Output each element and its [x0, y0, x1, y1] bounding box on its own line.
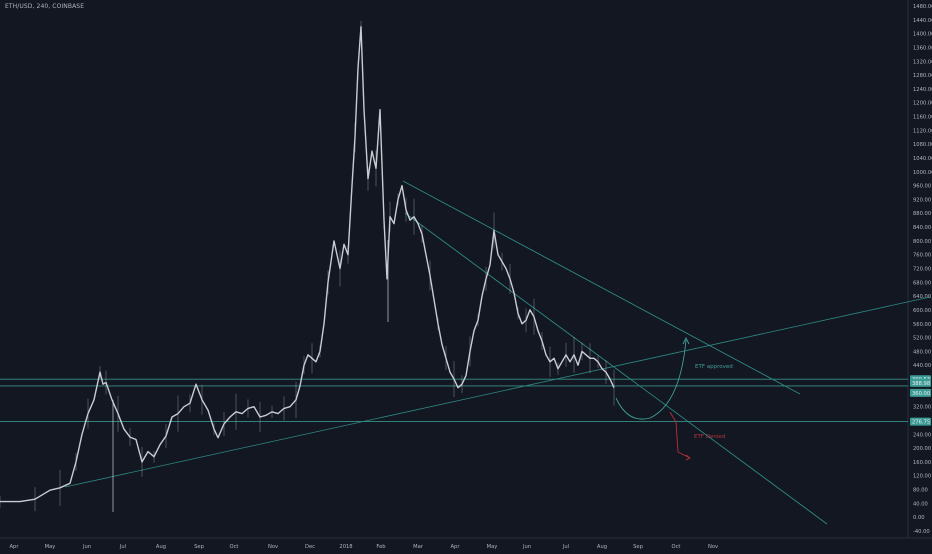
x-tick-label: Feb — [376, 544, 386, 550]
y-tick-label: 1400.00 — [913, 32, 932, 38]
y-tick-label: 960.00 — [913, 184, 931, 190]
x-tick-label: Nov — [268, 544, 278, 550]
etf-denied-path[interactable] — [669, 411, 691, 459]
price-badge-360-bg — [910, 388, 931, 397]
price-badge-360: 360.00 — [912, 391, 930, 397]
x-tick-label: Jul — [562, 544, 569, 550]
etf-denied-arrowhead — [685, 454, 691, 461]
y-tick-label: 520.00 — [913, 336, 931, 342]
y-tick-label: 680.00 — [913, 280, 931, 286]
y-tick-label: 0.00 — [913, 515, 925, 521]
current-price-badge: 388.98 — [912, 381, 930, 387]
y-tick-label: 640.00 — [913, 294, 931, 300]
trendline-ascending[interactable] — [64, 296, 931, 488]
x-tick-label: Jun — [522, 544, 531, 550]
x-tick-label: Sep — [194, 544, 204, 550]
x-tick-label: Apr — [10, 544, 20, 550]
y-tick-label: 1280.00 — [913, 73, 932, 79]
x-tick-label: May — [45, 544, 56, 550]
current-price-badge-bg — [910, 378, 931, 387]
y-tick-label: 1240.00 — [913, 87, 932, 93]
y-tick-label: 1000.00 — [913, 170, 932, 176]
y-tick-label: 80.00 — [913, 488, 928, 494]
y-tick-label: 1080.00 — [913, 142, 932, 148]
etf-approved-path[interactable] — [615, 339, 687, 420]
x-tick-label: Apr — [451, 544, 461, 550]
price-badge-276: 276.75 — [912, 420, 930, 426]
x-tick-label: Jul — [119, 544, 126, 550]
y-tick-label: 1320.00 — [913, 59, 932, 65]
x-tick-label: Oct — [230, 544, 239, 550]
y-tick-label: 120.00 — [913, 474, 931, 480]
x-tick-label: Nov — [708, 544, 718, 550]
x-tick-label: Dec — [305, 544, 315, 550]
y-tick-label: 480.00 — [913, 349, 931, 355]
y-tick-label: -40.00 — [913, 529, 930, 535]
etf-approved-arrowhead — [682, 336, 690, 345]
y-tick-label: 200.00 — [913, 446, 931, 452]
y-tick-label: 1480.00 — [913, 4, 932, 10]
x-tick-label: Aug — [156, 544, 166, 550]
price-badge-276-bg — [910, 417, 931, 426]
y-tick-label: 40.00 — [913, 501, 928, 507]
y-tick-label: 440.00 — [913, 363, 931, 369]
y-tick-label: 600.00 — [913, 308, 931, 314]
y-tick-label: 840.00 — [913, 225, 931, 231]
x-tick-label: Sep — [633, 544, 643, 550]
x-tick-label: May — [487, 544, 498, 550]
etf-denied-label[interactable]: ETF Denied — [694, 434, 725, 440]
chart-title: ETH/USD, 240, COINBASE — [5, 3, 85, 10]
trendline-descending-upper[interactable] — [402, 180, 801, 395]
y-tick-label: 760.00 — [913, 253, 931, 259]
y-tick-label: 320.00 — [913, 405, 931, 411]
y-tick-label: 880.00 — [913, 211, 931, 217]
y-tick-label: 1160.00 — [913, 115, 932, 121]
y-tick-label: 1440.00 — [913, 18, 932, 24]
y-tick-label: 800.00 — [913, 239, 931, 245]
x-tick-label: Jun — [82, 544, 91, 550]
x-tick-label: Mar — [413, 544, 424, 550]
trendline-descending-lower[interactable] — [404, 212, 828, 525]
y-tick-label: 1040.00 — [913, 156, 932, 162]
etf-approved-label[interactable]: ETF approved — [695, 364, 733, 370]
x-tick-label: 2018 — [339, 544, 352, 550]
y-tick-label: 1200.00 — [913, 101, 932, 107]
y-tick-label: 920.00 — [913, 197, 931, 203]
y-tick-label: 160.00 — [913, 460, 931, 466]
y-tick-label: 240.00 — [913, 432, 931, 438]
x-tick-label: Oct — [672, 544, 681, 550]
y-tick-label: 720.00 — [913, 267, 931, 273]
y-tick-label: 1360.00 — [913, 45, 932, 51]
y-tick-label: 1120.00 — [913, 128, 932, 134]
x-tick-label: Aug — [597, 544, 607, 550]
y-tick-label: 560.00 — [913, 322, 931, 328]
